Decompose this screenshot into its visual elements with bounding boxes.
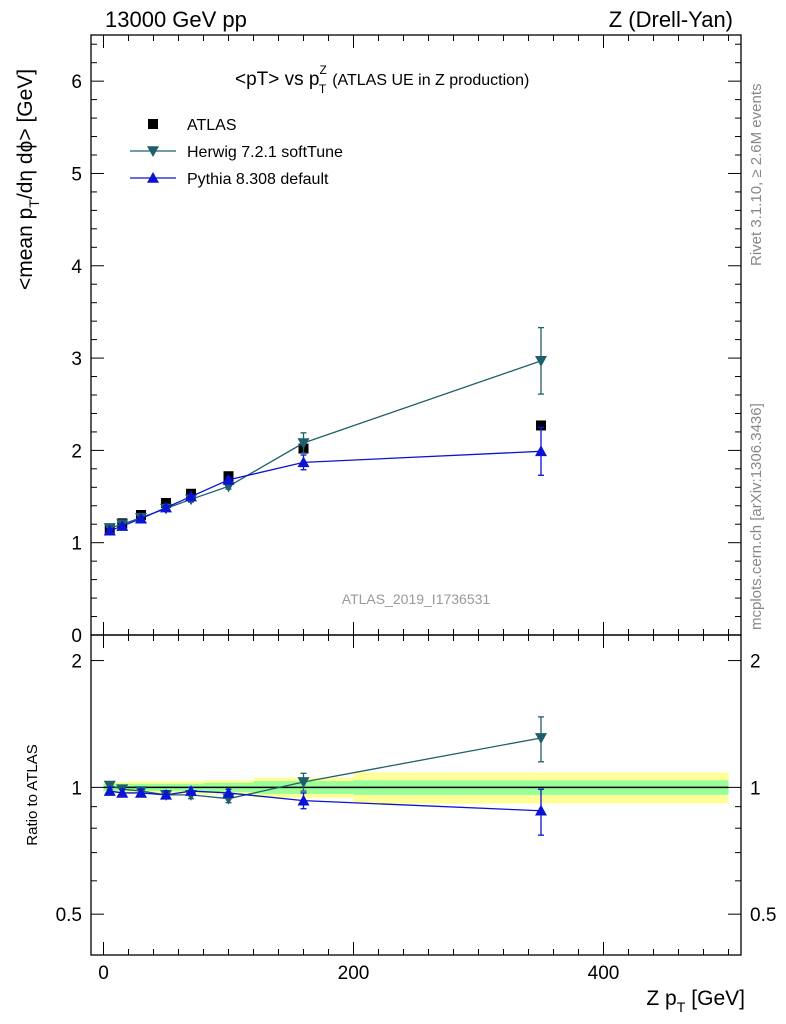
- ratio-y-tick-label-left-1: 1: [71, 778, 82, 799]
- ylabel-part-sub: T: [26, 199, 42, 208]
- rivet-label: Rivet 3.1.10, ≥ 2.6M events: [748, 84, 765, 267]
- ylabel-part-a: <mean p: [14, 208, 37, 290]
- xlabel-part-a: Z p: [646, 987, 676, 1010]
- main-point-0-7: [536, 420, 546, 431]
- title-part-a: <pT> vs p: [235, 69, 320, 90]
- main-y-tick-label-4: 4: [71, 257, 82, 278]
- main-point-2-6: [297, 456, 310, 468]
- main-ylabel: <mean pT/dη dϕ> [GeV]: [14, 69, 42, 290]
- main-y-tick-label-5: 5: [71, 164, 82, 185]
- ylabel-part-b: /dη dϕ> [GeV]: [14, 69, 37, 199]
- x-tick-label-400: 400: [588, 963, 620, 984]
- mcplots-label: mcplots.cern.ch [arXiv:1306.3436]: [748, 403, 765, 630]
- main-y-tick-label-0: 0: [71, 626, 82, 647]
- chart-title: <pT> vs pZ T (ATLAS UE in Z production): [235, 63, 529, 96]
- ratio-y-tick-label-left-2: 2: [71, 652, 82, 673]
- main-panel: [103, 326, 547, 536]
- legend-marker-0: [148, 119, 158, 129]
- legend-marker-2: [147, 172, 159, 183]
- analysis-watermark: ATLAS_2019_I1736531: [342, 591, 491, 607]
- ratio-bands: [103, 772, 729, 804]
- main-point-1-7: [535, 356, 547, 367]
- main-point-2-3: [160, 501, 172, 513]
- ratio-y-tick-label-right-1: 1: [750, 778, 761, 799]
- main-line-2: [109, 450, 542, 532]
- xlabel: Z pT [GeV]: [646, 987, 745, 1015]
- ratio-y-tick-label-left-0.5: 0.5: [56, 905, 82, 926]
- main-y-tick-label-3: 3: [71, 349, 82, 370]
- ratio-point-1-3: [160, 788, 172, 800]
- ratio-panel: [103, 716, 547, 836]
- ratio-point-0-6: [297, 777, 310, 788]
- ratio-y-tick-label-right-0.5: 0.5: [750, 905, 776, 926]
- ratio-point-1-4: [185, 785, 197, 796]
- main-point-1-6: [297, 438, 310, 449]
- main-y-tick-label-2: 2: [71, 441, 82, 462]
- main-point-2-0: [103, 524, 116, 536]
- xlabel-part-sub: T: [677, 999, 686, 1015]
- main-point-2-5: [222, 473, 235, 485]
- main-point-2-7: [535, 445, 547, 457]
- ratio-frame: [90, 634, 742, 956]
- legend-label-1: Herwig 7.2.1 softTune: [187, 144, 343, 161]
- ratio-ylabel: Ratio to ATLAS: [24, 744, 41, 845]
- legend-label-2: Pythia 8.308 default: [187, 171, 329, 188]
- ratio-point-0-7: [535, 733, 547, 744]
- main-y-tick-label-1: 1: [71, 534, 82, 555]
- xlabel-part-b: [GeV]: [691, 987, 745, 1010]
- main-point-2-1: [116, 520, 129, 531]
- legend: ATLAS Herwig 7.2.1 softTune Pythia 8.308 d…: [130, 117, 343, 188]
- ratio-point-1-0: [103, 785, 116, 796]
- x-tick-label-200: 200: [338, 963, 370, 984]
- ratio-y-tick-label-right-2: 2: [750, 652, 761, 673]
- main-point-2-4: [185, 490, 197, 502]
- legend-label-0: ATLAS: [187, 117, 237, 134]
- title-part-sub: T: [319, 82, 327, 96]
- main-point-2-2: [135, 512, 147, 524]
- ratio-point-1-5: [222, 786, 235, 798]
- x-tick-label-0: 0: [98, 963, 109, 984]
- title-part-b: (ATLAS UE in Z production): [332, 72, 529, 89]
- header-left: 13000 GeV pp: [105, 7, 247, 32]
- header-right: Z (Drell-Yan): [609, 7, 733, 32]
- legend-marker-1: [147, 146, 159, 157]
- axes: 0 200 400 0 1 2 3 4 5 6 0.5 0.5 1 1 2 2: [56, 34, 776, 984]
- main-line-1: [109, 360, 542, 529]
- ratio-point-1-2: [135, 786, 147, 798]
- ratio-point-1-7: [535, 804, 547, 816]
- title-part-sup: Z: [320, 63, 327, 77]
- ratio-point-1-1: [116, 786, 129, 798]
- ratio-point-1-6: [297, 794, 310, 806]
- main-y-tick-label-6: 6: [71, 72, 82, 93]
